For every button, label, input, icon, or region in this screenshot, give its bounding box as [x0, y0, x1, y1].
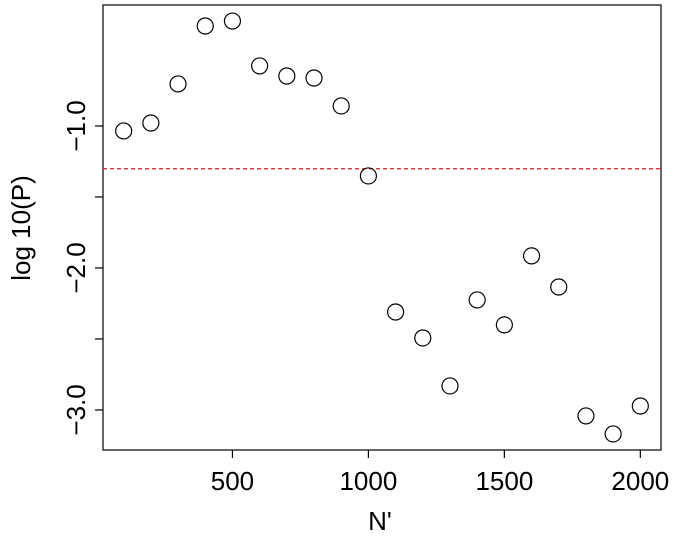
x-tick-label: 1500 — [475, 466, 533, 496]
point — [414, 329, 432, 347]
x-tick-label: 2000 — [611, 466, 669, 496]
point — [169, 75, 187, 93]
point — [196, 17, 214, 35]
point — [631, 397, 649, 415]
point — [278, 67, 296, 85]
point — [386, 303, 405, 321]
y-axis-label: log 10(P) — [6, 175, 36, 281]
point — [441, 377, 459, 395]
y-tick-label: −3.0 — [61, 384, 91, 435]
point — [305, 69, 323, 87]
point — [223, 12, 242, 30]
point — [577, 407, 595, 425]
plot-frame — [102, 4, 662, 451]
x-tick-label: 1000 — [339, 466, 397, 496]
y-tick-label: −1.0 — [61, 100, 91, 151]
point — [142, 114, 160, 132]
point — [522, 247, 541, 265]
point — [495, 316, 513, 334]
x-tick-label: 500 — [211, 466, 254, 496]
x-axis-label: N' — [368, 506, 392, 536]
point — [550, 278, 568, 296]
point — [332, 97, 350, 115]
y-tick-label: −2.0 — [61, 242, 91, 293]
point — [468, 291, 486, 309]
point — [604, 425, 622, 443]
point — [115, 122, 133, 140]
point — [359, 167, 378, 185]
point — [251, 57, 269, 75]
